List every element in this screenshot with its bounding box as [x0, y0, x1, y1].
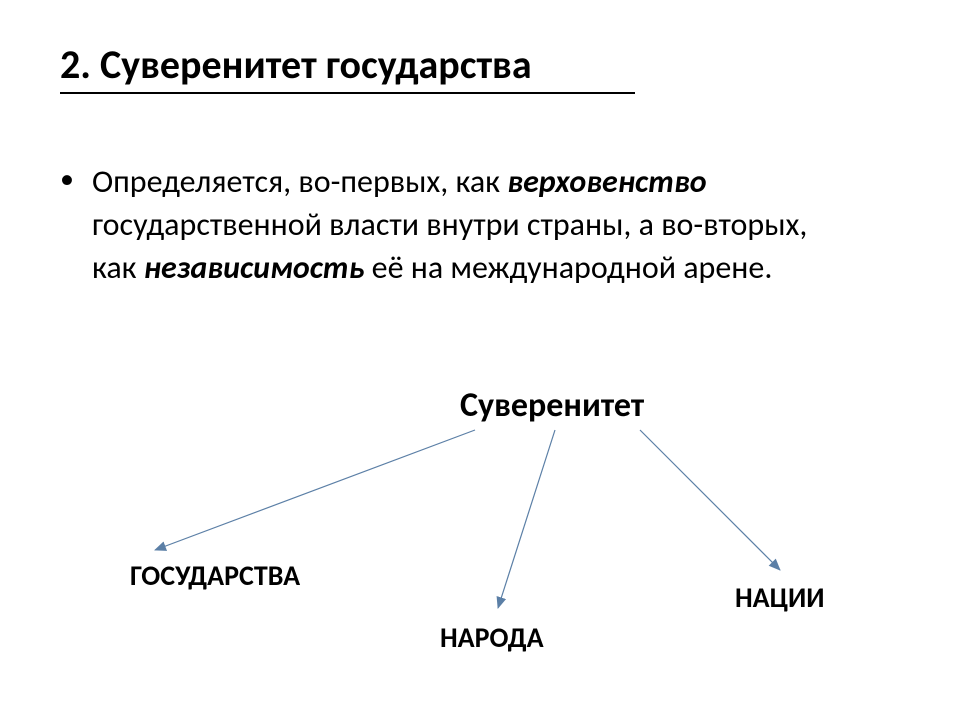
diagram-leaf-people: НАРОДА: [440, 620, 544, 655]
bullet-row: • Определяется, во-первых, как верховенс…: [60, 160, 820, 290]
bullet-em2: независимость: [144, 248, 365, 287]
arrow-to-state: [155, 430, 475, 550]
bullet-block: • Определяется, во-первых, как верховенс…: [60, 160, 820, 290]
diagram-leaf-state: ГОСУДАРСТВА: [130, 558, 300, 593]
arrow-to-nation: [640, 430, 780, 570]
diagram-root-label: Суверенитет: [460, 385, 644, 426]
arrow-to-people: [498, 430, 555, 608]
bullet-em1: верховенство: [507, 162, 706, 201]
bullet-text: Определяется, во-первых, как верховенств…: [92, 160, 820, 290]
diagram-leaf-nation: НАЦИИ: [735, 580, 825, 615]
bullet-post: её на международной арене.: [364, 248, 772, 287]
bullet-pre: Определяется, во-первых, как: [92, 162, 507, 201]
title-underline: [60, 92, 635, 94]
slide-title: 2. Суверенитет государства: [60, 40, 532, 89]
bullet-dot-icon: •: [60, 160, 74, 198]
